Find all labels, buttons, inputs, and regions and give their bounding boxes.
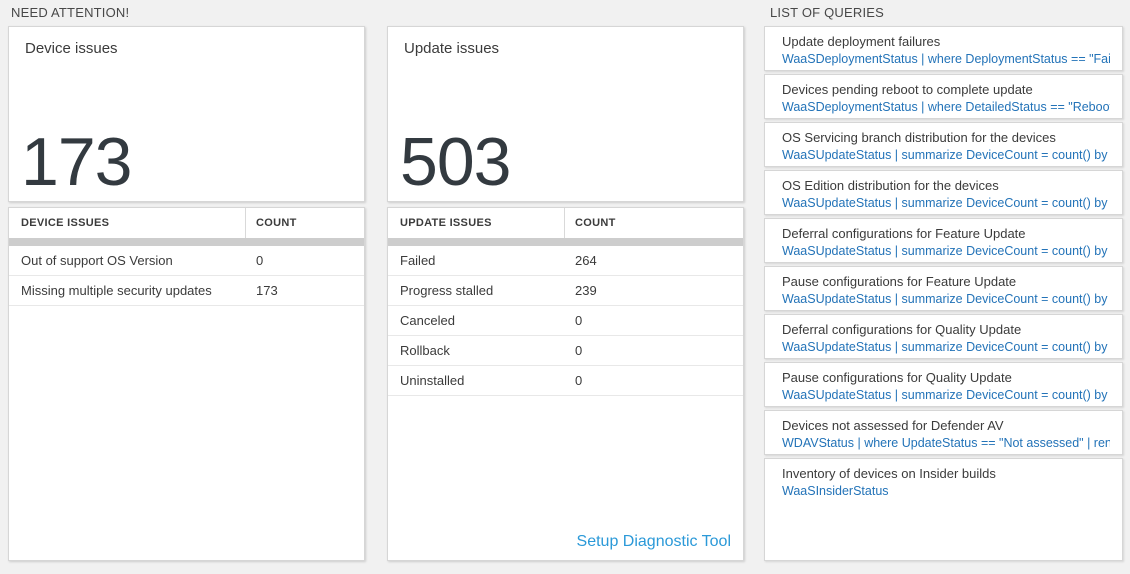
query-title: OS Servicing branch distribution for the… — [782, 130, 1056, 145]
table-row[interactable]: Failed 264 — [388, 246, 743, 276]
count-cell: 264 — [575, 253, 597, 268]
column-header-update-issues: UPDATE ISSUES — [388, 208, 565, 238]
table-row[interactable]: Uninstalled 0 — [388, 366, 743, 396]
query-title: Update deployment failures — [782, 34, 941, 49]
list-of-queries-heading: LIST OF QUERIES — [770, 5, 885, 20]
query-text: WaaSUpdateStatus | summarize DeviceCount… — [782, 148, 1110, 162]
query-item-update-deployment-failures[interactable]: Update deployment failures WaaSDeploymen… — [764, 26, 1123, 71]
query-text: WaaSUpdateStatus | summarize DeviceCount… — [782, 388, 1110, 402]
setup-diagnostic-tool-link[interactable]: Setup Diagnostic Tool — [576, 533, 731, 550]
query-title: Deferral configurations for Quality Upda… — [782, 322, 1022, 337]
device-issues-title: Device issues — [25, 40, 118, 57]
table-row[interactable]: Missing multiple security updates 173 — [9, 276, 364, 306]
query-item-devices-pending-reboot[interactable]: Devices pending reboot to complete updat… — [764, 74, 1123, 119]
update-issues-table: UPDATE ISSUES COUNT Failed 264 Progress … — [387, 207, 744, 561]
query-title: Pause configurations for Quality Update — [782, 370, 1012, 385]
query-text: WaaSDeploymentStatus | where DeploymentS… — [782, 52, 1110, 66]
issue-cell: Rollback — [400, 343, 450, 358]
column-header-count: COUNT — [256, 217, 297, 229]
query-item-deferral-feature-update[interactable]: Deferral configurations for Feature Upda… — [764, 218, 1123, 263]
query-text: WaaSUpdateStatus | summarize DeviceCount… — [782, 244, 1110, 258]
count-cell: 173 — [256, 283, 278, 298]
horizontal-scrollbar[interactable] — [388, 238, 743, 246]
query-title: OS Edition distribution for the devices — [782, 178, 999, 193]
count-cell: 239 — [575, 283, 597, 298]
device-issues-tile[interactable]: Device issues 173 — [8, 26, 365, 202]
update-issues-tile[interactable]: Update issues 503 — [387, 26, 744, 202]
issue-cell: Failed — [400, 253, 436, 268]
device-issues-table-header: DEVICE ISSUES COUNT — [9, 208, 364, 238]
query-item-devices-not-assessed-defender[interactable]: Devices not assessed for Defender AV WDA… — [764, 410, 1123, 455]
issue-cell: Uninstalled — [400, 373, 465, 388]
query-text: WaaSInsiderStatus — [782, 484, 889, 498]
horizontal-scrollbar[interactable] — [9, 238, 364, 246]
issue-cell: Missing multiple security updates — [21, 283, 212, 298]
table-row[interactable]: Rollback 0 — [388, 336, 743, 366]
query-text: WDAVStatus | where UpdateStatus == "Not … — [782, 436, 1110, 450]
query-text: WaaSDeploymentStatus | where DetailedSta… — [782, 100, 1110, 114]
query-title: Pause configurations for Feature Update — [782, 274, 1017, 289]
query-text: WaaSUpdateStatus | summarize DeviceCount… — [782, 196, 1110, 210]
query-item-pause-feature-update[interactable]: Pause configurations for Feature Update … — [764, 266, 1123, 311]
query-title: Deferral configurations for Feature Upda… — [782, 226, 1026, 241]
query-item-insider-builds-inventory[interactable]: Inventory of devices on Insider builds W… — [764, 458, 1123, 561]
update-issues-table-header: UPDATE ISSUES COUNT — [388, 208, 743, 238]
device-issues-table: DEVICE ISSUES COUNT Out of support OS Ve… — [8, 207, 365, 561]
query-text: WaaSUpdateStatus | summarize DeviceCount… — [782, 292, 1110, 306]
table-row[interactable]: Out of support OS Version 0 — [9, 246, 364, 276]
query-title: Devices pending reboot to complete updat… — [782, 82, 1033, 97]
issue-cell: Out of support OS Version — [21, 253, 173, 268]
update-issues-title: Update issues — [404, 40, 500, 57]
count-cell: 0 — [575, 373, 583, 388]
count-cell: 0 — [575, 313, 583, 328]
query-item-pause-quality-update[interactable]: Pause configurations for Quality Update … — [764, 362, 1123, 407]
count-cell: 0 — [256, 253, 264, 268]
device-issues-big-count: 173 — [21, 124, 132, 200]
update-issues-big-count: 503 — [400, 124, 511, 200]
count-cell: 0 — [575, 343, 583, 358]
query-item-deferral-quality-update[interactable]: Deferral configurations for Quality Upda… — [764, 314, 1123, 359]
column-header-device-issues: DEVICE ISSUES — [9, 208, 246, 238]
table-row[interactable]: Progress stalled 239 — [388, 276, 743, 306]
query-item-os-servicing-branch[interactable]: OS Servicing branch distribution for the… — [764, 122, 1123, 167]
query-title: Inventory of devices on Insider builds — [782, 466, 996, 481]
need-attention-heading: NEED ATTENTION! — [11, 5, 130, 20]
query-item-os-edition-distribution[interactable]: OS Edition distribution for the devices … — [764, 170, 1123, 215]
query-title: Devices not assessed for Defender AV — [782, 418, 1004, 433]
issue-cell: Canceled — [400, 313, 455, 328]
column-header-count: COUNT — [575, 217, 616, 229]
issue-cell: Progress stalled — [400, 283, 494, 298]
query-text: WaaSUpdateStatus | summarize DeviceCount… — [782, 340, 1110, 354]
table-row[interactable]: Canceled 0 — [388, 306, 743, 336]
